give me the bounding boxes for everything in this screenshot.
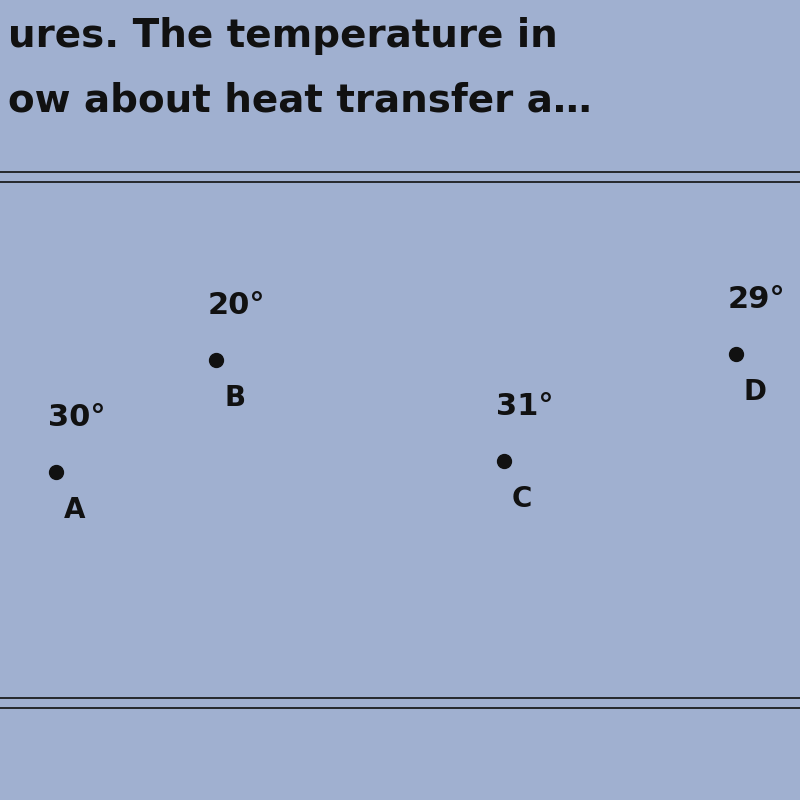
Point — [50, 466, 62, 478]
Point — [730, 348, 742, 361]
Text: ow about heat transfer a…: ow about heat transfer a… — [8, 81, 592, 119]
Text: ures. The temperature in: ures. The temperature in — [8, 17, 558, 55]
Point — [210, 353, 222, 366]
Text: 31°: 31° — [496, 393, 554, 422]
Text: 30°: 30° — [48, 403, 106, 432]
Text: D: D — [744, 378, 767, 406]
Text: 29°: 29° — [728, 286, 786, 314]
Text: A: A — [64, 496, 86, 524]
Text: 20°: 20° — [208, 290, 266, 319]
Text: B: B — [224, 383, 245, 411]
Point — [498, 455, 510, 468]
Text: C: C — [512, 486, 532, 514]
